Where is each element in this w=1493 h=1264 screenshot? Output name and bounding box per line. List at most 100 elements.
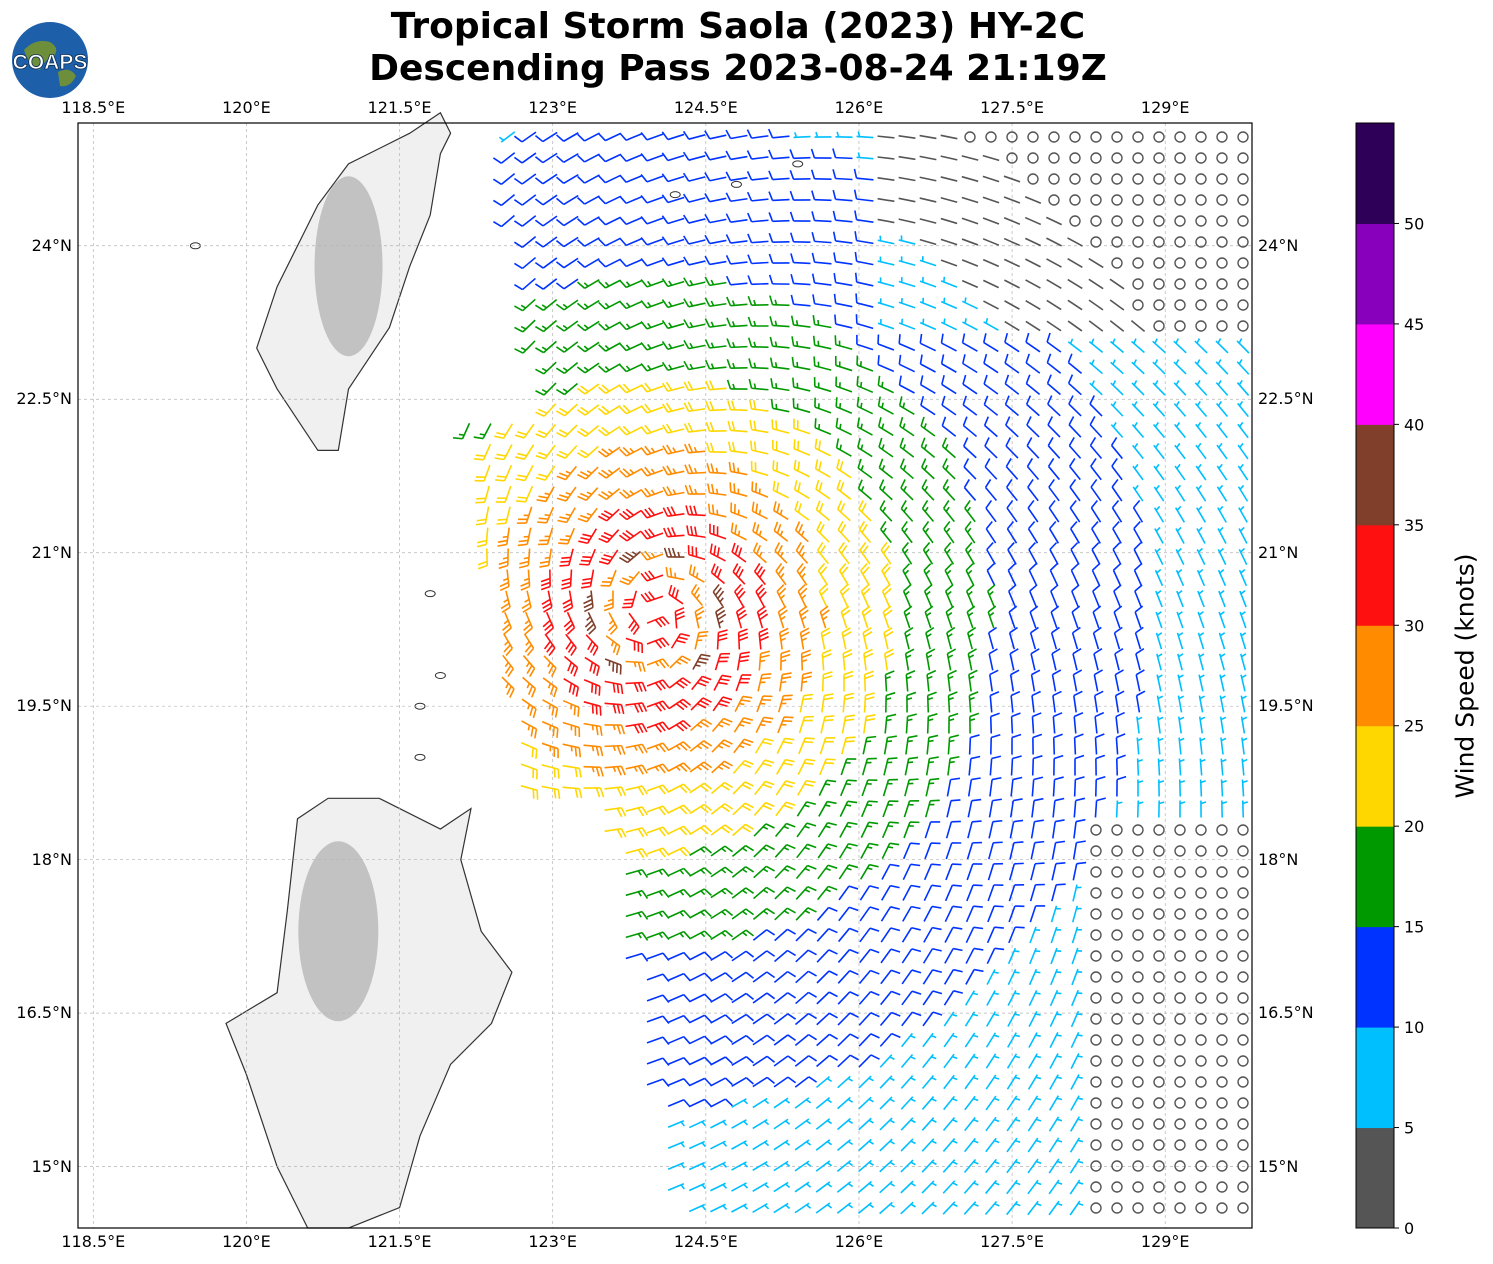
wind-barb: [1237, 299, 1249, 311]
wind-barb: [768, 232, 790, 243]
barb-feather: [713, 545, 717, 556]
wind-barb: [1239, 632, 1247, 650]
barb-shaft: [688, 513, 706, 517]
wind-barb: [604, 786, 627, 797]
barb-shaft: [943, 969, 955, 985]
wind-barb: [1132, 824, 1144, 836]
barb-half-feather: [1176, 484, 1182, 490]
wind-barb: [1176, 590, 1184, 608]
barb-shaft: [856, 239, 874, 245]
wind-barb: [710, 1014, 733, 1024]
wind-barb: [683, 256, 706, 266]
wind-barb: [604, 744, 626, 755]
wind-barb: [1028, 989, 1041, 1007]
barb-shaft: [752, 907, 768, 921]
barb-feather: [766, 971, 776, 979]
wind-barb: [835, 397, 853, 415]
barb-half-feather: [583, 303, 589, 308]
barb-shaft: [898, 135, 916, 139]
barb-feather: [641, 723, 648, 733]
wind-barb: [534, 152, 558, 164]
barb-shaft: [751, 282, 769, 286]
barb-shaft: [1088, 299, 1104, 311]
wind-barb: [1111, 152, 1123, 164]
barb-feather: [878, 458, 884, 468]
barb-feather: [662, 466, 669, 476]
wind-barb: [1003, 217, 1021, 225]
barb-shaft: [800, 674, 804, 692]
barb-feather: [683, 909, 691, 919]
barb-feather: [632, 626, 640, 636]
barb-feather: [621, 577, 632, 583]
wind-barb: [859, 863, 879, 880]
wind-barb: [520, 784, 539, 800]
wind-barb: [857, 438, 873, 458]
barb-feather: [704, 972, 712, 981]
barb-half-feather: [1240, 568, 1246, 574]
wind-barb: [833, 273, 853, 287]
barb-half-feather: [591, 724, 594, 731]
wind-barb: [965, 542, 975, 565]
barb-half-feather: [780, 572, 785, 579]
barb-feather: [948, 691, 958, 697]
wind-barb: [683, 360, 706, 371]
barb-feather: [1025, 353, 1030, 364]
wind-barb: [1028, 968, 1041, 986]
barb-shaft: [984, 445, 998, 459]
barb-feather: [983, 353, 988, 364]
wind-barb: [704, 151, 727, 161]
wind-barb: [598, 237, 621, 247]
barb-half-feather: [857, 152, 861, 158]
barb-feather: [911, 948, 922, 953]
barb-shaft: [1089, 444, 1103, 460]
wind-barb: [625, 931, 649, 941]
wind-barb: [987, 605, 997, 629]
barb-feather: [987, 605, 997, 613]
wind-barb: [1216, 236, 1228, 248]
barb-feather: [1090, 457, 1097, 467]
wind-barb: [985, 520, 997, 544]
calm-wind-marker: [1237, 824, 1249, 836]
barb-shaft: [546, 527, 554, 545]
wind-barb: [520, 569, 531, 591]
wind-barb: [1135, 690, 1146, 713]
barb-feather: [640, 173, 648, 183]
barb-shaft: [730, 429, 748, 433]
wind-barb: [1132, 908, 1144, 920]
barb-feather: [889, 821, 899, 824]
wind-barb: [710, 929, 734, 941]
barb-feather: [680, 632, 690, 637]
barb-shaft: [606, 508, 620, 522]
barb-feather: [858, 500, 864, 510]
wind-barb: [940, 318, 958, 331]
wind-barb: [843, 670, 854, 692]
wind-barb: [1113, 584, 1122, 608]
wind-barb: [752, 521, 768, 542]
barb-feather: [860, 563, 868, 572]
barb-shaft: [819, 737, 827, 755]
barb-shaft: [1091, 569, 1101, 587]
wind-barb: [795, 928, 817, 942]
barb-feather: [768, 149, 774, 159]
barb-feather: [1068, 395, 1074, 405]
barb-feather: [476, 518, 487, 522]
wind-barb: [535, 423, 557, 439]
barb-shaft: [709, 197, 727, 203]
barb-feather: [704, 1014, 712, 1023]
barb-half-feather: [1035, 992, 1041, 995]
barb-feather: [944, 563, 953, 571]
barb-feather: [1032, 712, 1042, 718]
barb-feather: [773, 521, 779, 532]
barb-feather: [1076, 861, 1087, 865]
barb-feather: [563, 606, 573, 613]
barb-feather: [687, 443, 694, 453]
barb-feather: [963, 479, 970, 488]
barb-shaft: [668, 719, 684, 731]
barb-feather: [1055, 819, 1065, 823]
barb-shaft: [777, 716, 785, 734]
wind-barb: [534, 257, 558, 269]
barb-shaft: [625, 300, 643, 310]
barb-feather: [682, 130, 690, 140]
wind-barb: [877, 417, 894, 437]
barb-shaft: [585, 634, 599, 648]
